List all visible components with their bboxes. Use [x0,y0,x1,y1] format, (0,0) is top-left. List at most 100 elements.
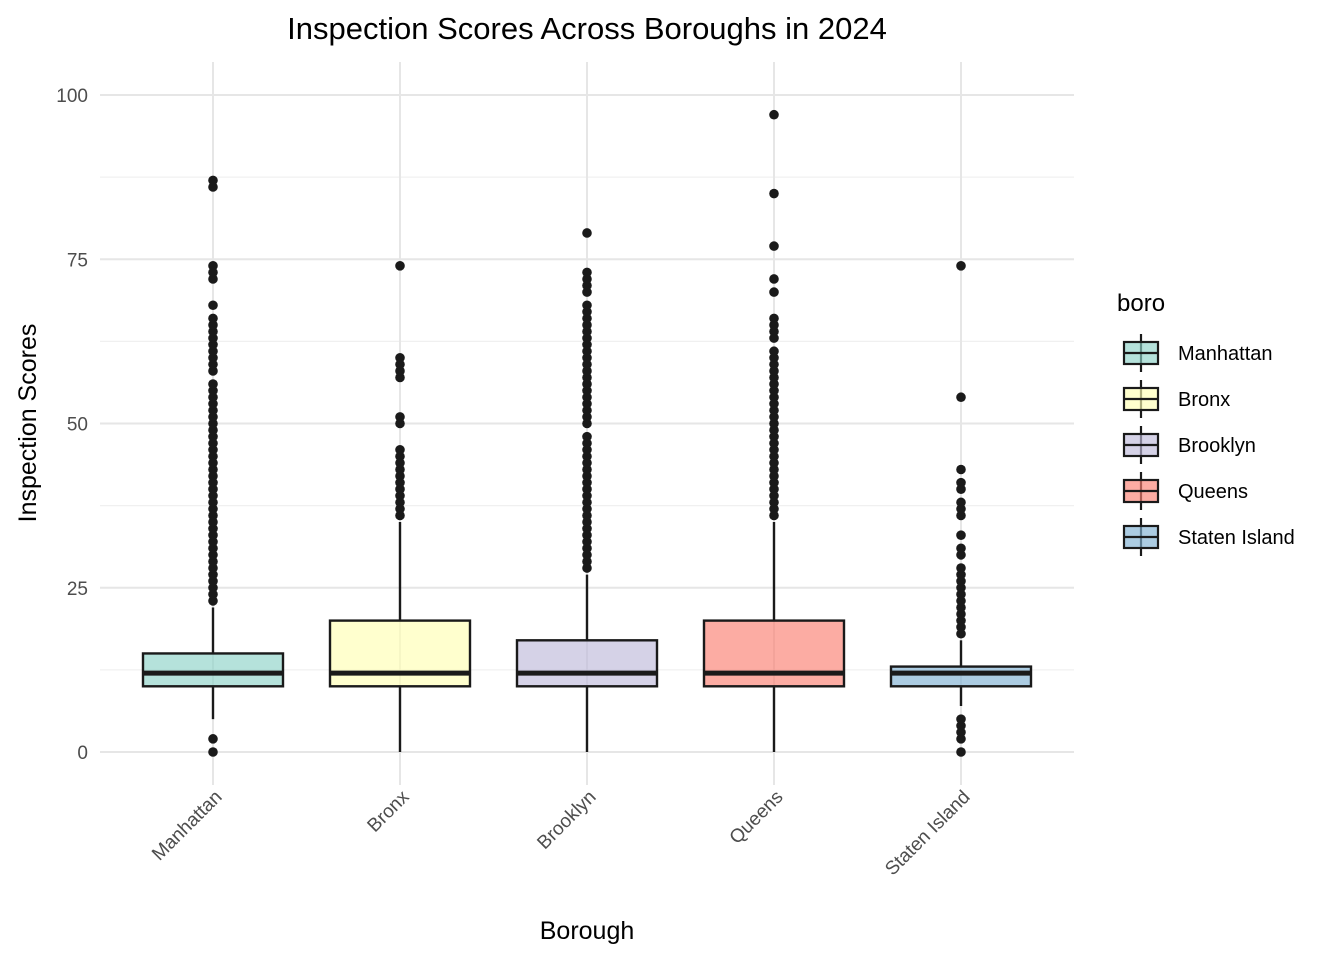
outlier-point [208,425,218,435]
outlier-point [956,497,966,508]
outlier-point [208,274,218,284]
outlier-point [582,484,592,495]
outlier-point [956,484,966,495]
outlier-point [956,464,966,475]
outlier-point [208,484,218,495]
outlier-point [208,596,218,606]
outlier-point [582,313,592,324]
outlier-point [769,458,779,468]
outlier-point [769,497,779,508]
box-staten-island [889,261,1033,757]
outlier-point [956,582,966,593]
outlier-point [769,484,779,495]
y-tick-label: 0 [77,743,88,764]
outlier-point [582,497,592,508]
outlier-point [208,536,218,547]
x-tick-label: Brooklyn [533,787,600,854]
outlier-point [769,464,779,475]
y-axis-title: Inspection Scores [14,324,42,523]
legend-label: Staten Island [1178,527,1295,549]
outlier-point [208,339,218,350]
outlier-point [582,543,592,554]
outlier-point [582,398,592,409]
outlier-point [769,418,779,429]
outlier-point [582,477,592,488]
outlier-point [208,379,218,389]
outlier-point [208,451,218,462]
outlier-point [208,359,218,370]
outlier-point [582,339,592,350]
outlier-point [769,451,779,462]
outlier-point [208,261,218,271]
outlier-point [769,372,779,383]
legend-label: Manhattan [1178,343,1273,365]
legend-label: Queens [1178,481,1248,503]
x-axis-title: Borough [540,917,635,945]
outlier-point [208,550,218,560]
outlier-point [956,589,966,600]
outlier-point [208,412,218,422]
legend-item-brooklyn: Brooklyn [1122,426,1256,464]
legend-item-staten-island: Staten Island [1122,518,1295,556]
outlier-point [769,379,779,389]
outlier-point [582,307,592,317]
outlier-point [395,372,405,383]
outlier-point [582,359,592,370]
outlier-point [208,444,218,455]
outlier-point [395,261,405,271]
outlier-point [395,353,405,363]
outlier-point [582,412,592,422]
outlier-point [208,267,218,278]
y-tick-label: 100 [56,86,88,107]
outlier-point [208,747,218,757]
outlier-point [395,477,405,488]
outlier-point [582,444,592,455]
outlier-point [395,412,405,422]
outlier-point [769,320,779,330]
outlier-point [769,438,779,449]
legend-title: boro [1117,290,1165,317]
outlier-point [582,438,592,449]
y-tick-label: 25 [67,579,88,600]
outlier-point [582,320,592,330]
legend-label: Bronx [1178,389,1230,411]
outlier-point [208,320,218,330]
outlier-point [582,458,592,468]
outlier-point [208,582,218,593]
outlier-point [582,228,592,238]
outlier-point [956,602,966,613]
outlier-point [208,353,218,363]
outlier-point [582,418,592,429]
outlier-point [769,333,779,343]
outlier-point [769,504,779,514]
box-body [328,619,472,688]
outlier-point [769,359,779,370]
outlier-point [769,510,779,521]
outlier-point [769,274,779,284]
outlier-point [769,431,779,442]
outlier-point [208,300,218,311]
outlier-point [208,504,218,514]
x-tick-label: Staten Island [881,787,974,880]
outlier-point [956,530,966,540]
outlier-point [395,418,405,429]
outlier-point [956,563,966,573]
outlier-point [769,392,779,403]
outlier-point [956,261,966,271]
outlier-point [769,405,779,416]
outlier-point [395,510,405,521]
outlier-point [582,280,592,291]
outlier-point [769,425,779,435]
outlier-point [956,510,966,521]
outlier-point [956,392,966,403]
outlier-point [395,444,405,455]
outlier-point [582,333,592,343]
outlier-point [956,615,966,626]
outlier-point [208,471,218,481]
outlier-point [208,497,218,508]
outlier-point [208,556,218,567]
outlier-point [208,458,218,468]
outlier-point [582,523,592,534]
